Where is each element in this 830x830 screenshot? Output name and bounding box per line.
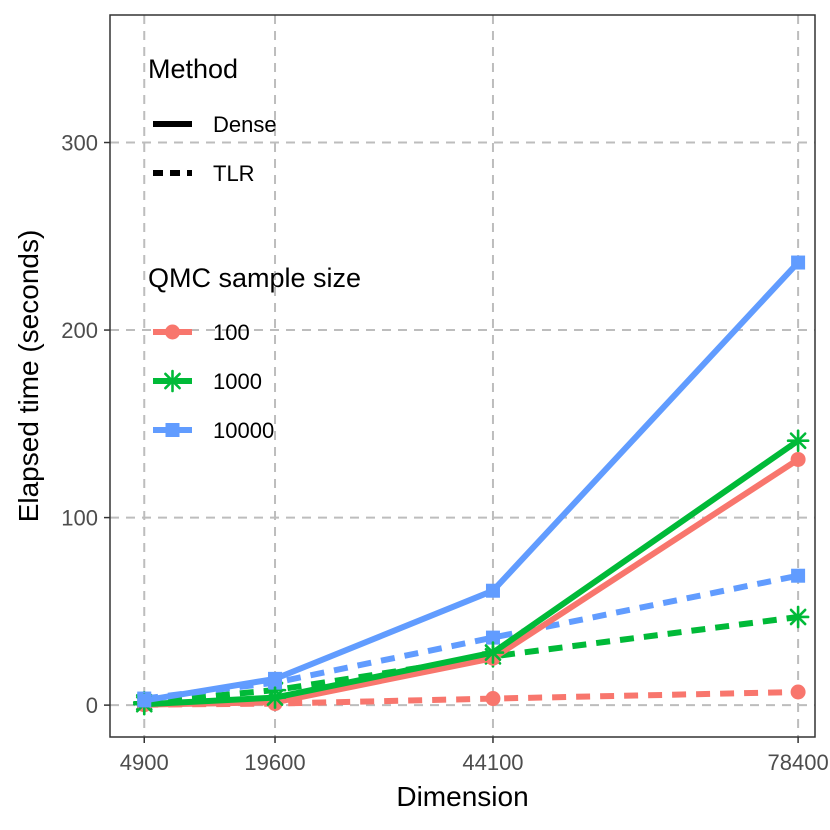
legend-label-10000: 10000: [213, 418, 274, 443]
point-dense-10000-44100: [485, 583, 500, 598]
legend-size-title: QMC sample size: [148, 263, 361, 293]
legend-label-tlr: TLR: [213, 161, 255, 186]
point-tlr-10000-78400: [791, 568, 806, 583]
point-dense-100-78400: [790, 451, 806, 467]
legend-label-1000: 1000: [213, 369, 262, 394]
point-dense-10000-78400: [791, 255, 806, 270]
point-dense-10000-19600: [268, 671, 283, 686]
y-tick-label-200: 200: [61, 318, 98, 343]
x-tick-label-44100: 44100: [462, 750, 523, 775]
x-tick-label-4900: 4900: [120, 750, 169, 775]
x-tick-label-19600: 19600: [244, 750, 305, 775]
x-axis-label: Dimension: [396, 781, 528, 812]
series-layer: [132, 255, 810, 716]
point-tlr-100-44100: [485, 691, 501, 707]
legend: Method QMC sample size Dense TLR 100 1000 10…: [148, 54, 361, 443]
y-tick-label-0: 0: [86, 693, 98, 718]
point-dense-1000-78400-stroke: [789, 432, 807, 450]
y-tick-label-100: 100: [61, 506, 98, 531]
point-tlr-1000-78400-stroke: [789, 608, 807, 626]
plot-panel-border: [109, 14, 816, 738]
axes: 0 100 200 300 4900 19600 44100 78400: [61, 131, 828, 775]
series-line-dense-1000: [144, 438, 800, 708]
point-dense-1000-44100: [481, 641, 505, 664]
series-line-tlr-10000: [143, 572, 799, 702]
legend-label-100: 100: [213, 320, 250, 345]
legend-key-marker-10000: [165, 423, 180, 437]
point-dense-1000-44100-stroke: [484, 644, 502, 661]
legend-key-marker-1000: [161, 369, 184, 393]
point-dense-1000-19600: [263, 686, 287, 709]
point-tlr-10000-44100: [485, 630, 500, 645]
legend-key-marker-100: [165, 324, 180, 340]
series-line-dense-10000: [143, 260, 801, 704]
legend-method-title: Method: [148, 54, 238, 84]
point-dense-10000-4900: [137, 693, 152, 708]
point-dense-1000-19600-stroke: [266, 689, 284, 706]
legend-label-dense: Dense: [213, 112, 277, 137]
point-tlr-100-78400: [790, 684, 806, 700]
x-tick-label-78400: 78400: [768, 750, 829, 775]
point-tlr-1000-78400: [786, 605, 810, 629]
y-axis-label: Elapsed time (seconds): [13, 230, 44, 523]
legend-key-marker-1000-stroke: [164, 372, 181, 390]
point-dense-1000-78400: [786, 429, 810, 452]
y-tick-label-300: 300: [61, 131, 98, 156]
